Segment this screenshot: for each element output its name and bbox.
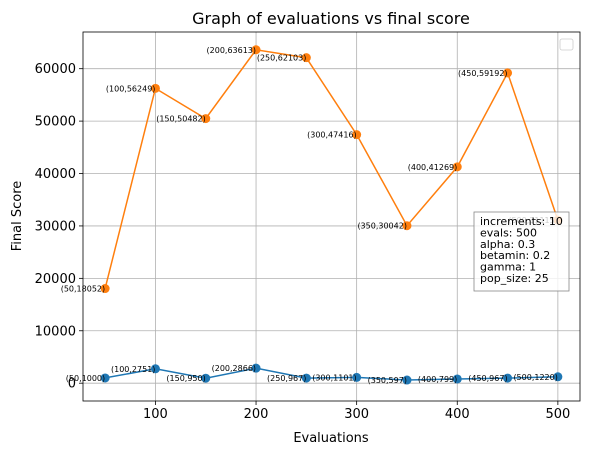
legend-box[interactable] xyxy=(559,38,574,51)
data-point xyxy=(201,373,211,383)
data-point xyxy=(100,284,110,294)
data-point xyxy=(301,373,311,383)
data-point xyxy=(503,68,513,78)
data-label: (400,799) xyxy=(418,375,457,384)
data-point xyxy=(452,162,462,172)
data-label: (150,950) xyxy=(166,374,205,383)
data-label: (150,50482) xyxy=(156,115,206,124)
info-line: alpha: 0.3 xyxy=(480,238,535,251)
y-tick-label: 30000 xyxy=(35,219,76,234)
data-point xyxy=(352,372,362,382)
data-point xyxy=(402,221,412,231)
info-line: evals: 500 xyxy=(480,226,537,239)
data-label: (500,1220) xyxy=(513,373,557,382)
data-point xyxy=(452,374,462,384)
data-label: (400,41269) xyxy=(408,163,458,172)
data-label: (350,30042) xyxy=(357,222,407,231)
data-point xyxy=(553,372,563,382)
ticks-group: 100 200 300 400 500 0 10000 20000 30000 40000 5000… xyxy=(35,62,571,422)
x-tick-label: 400 xyxy=(445,407,470,422)
data-point xyxy=(503,373,513,383)
series-line-1 xyxy=(104,48,559,289)
data-point xyxy=(352,130,362,140)
x-axis-label: Evaluations xyxy=(293,431,369,446)
data-label: (100,2751) xyxy=(111,365,155,374)
info-box-frame xyxy=(473,211,570,292)
data-point xyxy=(251,45,261,55)
data-point xyxy=(301,53,311,63)
x-tick-label: 500 xyxy=(545,407,570,422)
data-label: (100,56249) xyxy=(106,84,156,93)
data-label: (200,63613) xyxy=(207,46,257,55)
plot-frame xyxy=(82,31,581,402)
series-group: (50,1000) (100,2751) (150,950) (200,2866) (2… xyxy=(61,45,563,385)
info-line: gamma: 1 xyxy=(480,261,536,274)
info-line: increments: 10 xyxy=(480,215,563,228)
y-tick-label: 40000 xyxy=(35,167,76,182)
data-point xyxy=(402,375,412,385)
info-line: pop_size: 25 xyxy=(480,272,549,285)
data-label: (450,967) xyxy=(468,374,507,383)
x-tick-label: 200 xyxy=(244,407,269,422)
chart-title: Graph of evaluations vs final score xyxy=(192,9,470,28)
data-label: (250,967) xyxy=(267,374,306,383)
data-label: (300,47416) xyxy=(307,131,357,140)
series-line-0 xyxy=(104,367,558,381)
data-label: (300,1101) xyxy=(312,373,356,382)
data-point xyxy=(150,83,160,93)
x-tick-label: 300 xyxy=(344,407,369,422)
y-tick-label: 60000 xyxy=(35,62,76,77)
y-tick-label: 50000 xyxy=(35,115,76,130)
data-point xyxy=(201,114,211,124)
data-label: (50,1000) xyxy=(66,374,105,383)
data-point xyxy=(100,373,110,383)
data-point xyxy=(251,363,261,373)
data-label: (250,62103) xyxy=(257,54,307,63)
info-line: betamin: 0.2 xyxy=(480,249,550,262)
y-tick-label: 0 xyxy=(68,377,76,392)
data-point xyxy=(150,364,160,374)
y-axis-label: Final Score xyxy=(10,181,25,252)
data-label: (350,597) xyxy=(368,376,407,385)
data-label: (450,59192) xyxy=(458,69,508,78)
y-tick-label: 10000 xyxy=(35,324,76,339)
y-tick-label: 20000 xyxy=(35,272,76,287)
x-tick-label: 100 xyxy=(143,407,168,422)
data-label: (200,2866) xyxy=(212,364,256,373)
